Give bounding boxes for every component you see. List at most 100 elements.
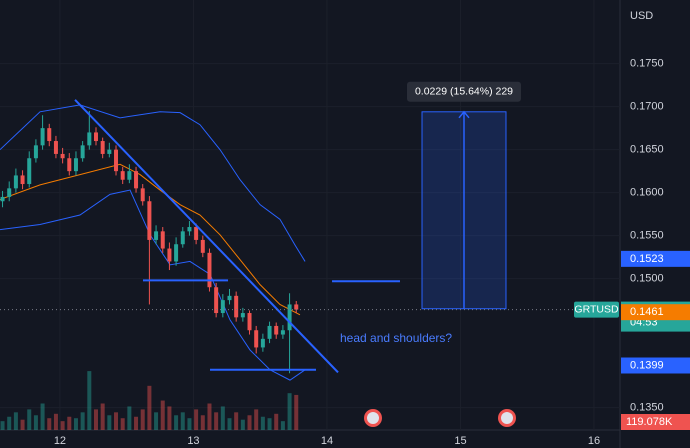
candle-body (234, 295, 239, 318)
volume-bar (134, 416, 139, 430)
candle-body (7, 188, 12, 197)
candle-body (80, 145, 85, 159)
candle-body (174, 244, 179, 262)
price-tag (621, 304, 690, 321)
price-tag-label: 0.1523 (630, 253, 664, 265)
volume-bar (267, 418, 272, 430)
candle-body (33, 145, 38, 159)
candle-body (200, 239, 205, 253)
flag-icon (501, 412, 513, 424)
candle-body (127, 171, 132, 180)
volume-bar (160, 400, 165, 430)
candle-body (180, 231, 185, 245)
candle-body (227, 295, 232, 301)
currency-label: USD (630, 10, 653, 22)
candle-body (207, 252, 212, 288)
candle-body (107, 149, 112, 154)
volume-bar (174, 415, 179, 430)
volume-bar (87, 371, 92, 430)
y-tick-label: 0.1350 (630, 402, 664, 414)
volume-bar (234, 412, 239, 430)
price-tag-label: 0.1461 (630, 306, 664, 318)
y-tick-label: 0.1750 (630, 58, 664, 70)
volume-bar (214, 412, 219, 430)
symbol-tag (574, 301, 619, 318)
event-flag (364, 409, 516, 427)
candle-body (60, 153, 65, 159)
candle-body (167, 248, 172, 262)
candle-body (240, 313, 245, 318)
volume-bar (147, 385, 152, 430)
measure-arrow-head (458, 110, 470, 119)
candle-body (87, 132, 92, 146)
volume-bar (294, 394, 299, 430)
measure-label-box (406, 81, 521, 102)
candle-body (134, 171, 139, 189)
x-tick-label: 13 (187, 435, 199, 447)
candle-body (140, 188, 145, 202)
volume-bar (220, 406, 225, 430)
annotation: head and shoulders? (340, 331, 452, 345)
volume-bar (114, 412, 119, 430)
volume-bar (127, 406, 132, 430)
flag-icon (367, 412, 379, 424)
x-tick-label: 12 (54, 435, 66, 447)
volume-bar (280, 421, 285, 430)
volume-bar (154, 412, 159, 430)
volume-bar (107, 415, 112, 430)
candle-body (53, 141, 58, 154)
volume-bar (287, 393, 292, 430)
volume-bar (40, 403, 45, 430)
y-tick-label: 0.1550 (630, 230, 664, 242)
y-tick-label: 0.1700 (630, 101, 664, 113)
y-tick-label: 0.1600 (630, 187, 664, 199)
y-tick-label: 0.1650 (630, 144, 664, 156)
volume-bar (167, 406, 172, 430)
candle-body (93, 132, 98, 142)
volume-bar (7, 416, 12, 430)
price-tag (621, 250, 690, 267)
symbol-tag-label: GRTUSD (574, 303, 619, 315)
volume-bar (120, 418, 125, 430)
candle-body (214, 287, 219, 314)
candle-body (280, 330, 285, 335)
volume-bar (187, 418, 192, 430)
x-tick-label: 16 (588, 435, 600, 447)
volume-bar (140, 409, 145, 430)
candle-body (40, 128, 45, 146)
volume-bar (33, 415, 38, 430)
measure-label: 0.0229 (15.64%) 229 (415, 86, 513, 98)
candle-body (187, 227, 192, 232)
volume-bar (194, 409, 199, 430)
candle-body (254, 330, 259, 348)
candle-body (67, 158, 72, 172)
volume-bar (80, 412, 85, 430)
candle-body (120, 171, 125, 180)
candle-body (20, 175, 25, 185)
candle-body (220, 300, 225, 314)
volume-bar (260, 416, 265, 430)
volume-bar (60, 421, 65, 430)
volume-bar (254, 409, 259, 430)
drawing-line (74, 99, 339, 374)
volume-bar (200, 415, 205, 430)
candle-body (260, 338, 265, 348)
candle-body (73, 158, 78, 172)
volume-bar (100, 403, 105, 430)
candle-body (147, 201, 152, 240)
volume-bar (47, 418, 52, 430)
candle-body (13, 175, 18, 189)
volume-bar (240, 419, 245, 430)
candle-body (274, 325, 279, 335)
candle-body (154, 231, 159, 240)
candle-body (100, 141, 105, 154)
candle-body (47, 128, 52, 142)
volume-bar (227, 418, 232, 430)
volume-bar (73, 418, 78, 430)
volume-bar (13, 412, 18, 430)
candle-body (160, 231, 165, 249)
volume-bar (53, 413, 58, 430)
volume-bar (207, 403, 212, 430)
price-tag-label: 0.1399 (630, 359, 664, 371)
